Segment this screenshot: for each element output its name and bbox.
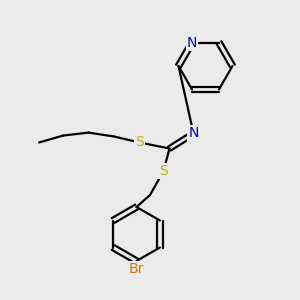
Text: S: S [135,136,144,149]
Text: N: N [188,127,199,140]
Text: S: S [159,164,168,178]
Text: Br: Br [129,262,144,276]
Text: N: N [187,36,197,50]
